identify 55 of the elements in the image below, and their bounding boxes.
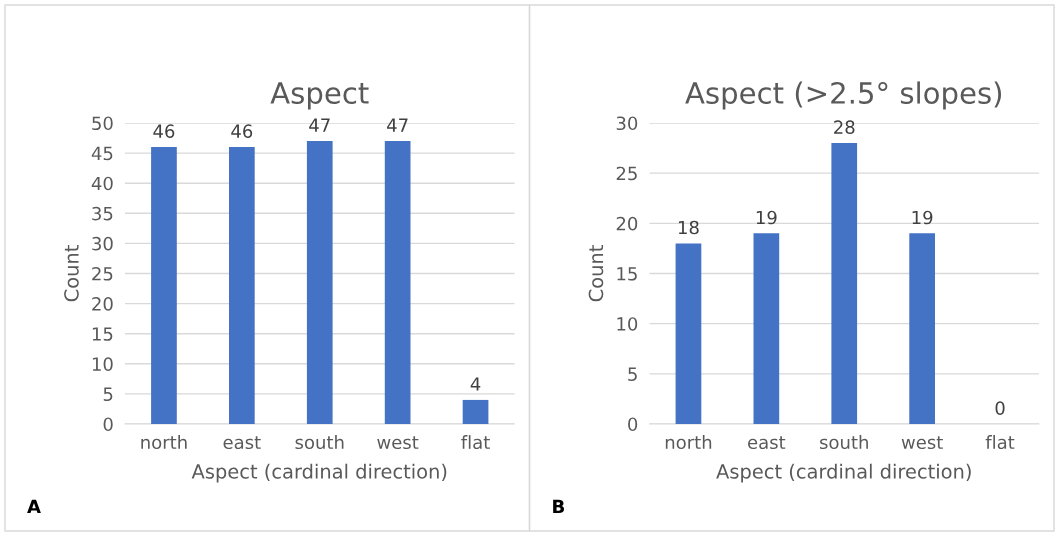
y-tick-label: 10	[92, 357, 113, 371]
y-tick-label: 15	[92, 327, 113, 341]
x-tick-label: flat	[985, 435, 1015, 450]
data-label: 28	[834, 120, 855, 135]
data-label: 4	[470, 377, 481, 391]
y-tick-label: 10	[617, 317, 638, 331]
y-tick-label: 45	[91, 146, 113, 161]
x-tick-label: south	[820, 435, 868, 450]
x-tick-label: north	[665, 435, 712, 450]
bar	[151, 147, 177, 424]
y-tick-label: 25	[616, 166, 637, 181]
y-tick-label: 0	[628, 417, 638, 432]
x-tick-label: north	[141, 435, 187, 450]
bar	[384, 141, 411, 424]
text: B	[553, 499, 564, 513]
data-label: 47	[309, 118, 330, 132]
bar	[306, 141, 333, 424]
text: A	[27, 499, 41, 513]
x-tick-label: east	[748, 436, 786, 450]
x-tick-label: south	[295, 435, 344, 450]
data-label: 18	[678, 220, 699, 235]
data-label: 46	[153, 124, 175, 139]
y-tick-label: 0	[103, 417, 113, 432]
y-tick-label: 5	[103, 387, 113, 402]
y-tick-label: 35	[92, 206, 113, 221]
data-label: 47	[387, 118, 408, 132]
data-label: 19	[912, 210, 933, 225]
y-tick-label: 20	[616, 216, 638, 231]
data-label: 46	[231, 124, 253, 139]
x-axis-title: Aspect (cardinal direction)	[716, 463, 971, 483]
bar	[831, 143, 858, 424]
x-tick-label: east	[223, 436, 261, 450]
y-tick-label: 20	[92, 297, 113, 311]
bar	[229, 147, 255, 424]
x-tick-label: west	[377, 436, 419, 450]
y-axis-title: Count	[588, 245, 604, 302]
x-axis-title: Aspect (cardinal direction)	[191, 463, 447, 483]
chart-title: Aspect (>2.5° slopes)	[685, 81, 1002, 110]
y-axis-title: Count	[64, 245, 79, 302]
y-tick-label: 15	[617, 267, 637, 281]
bar	[753, 233, 780, 424]
y-tick-label: 30	[616, 116, 638, 131]
y-tick-label: 40	[91, 176, 113, 191]
x-tick-label: west	[901, 436, 943, 450]
bar	[675, 243, 702, 424]
bar	[909, 233, 935, 424]
data-label: 19	[756, 210, 777, 225]
y-tick-label: 50	[92, 116, 113, 131]
x-tick-label: flat	[461, 435, 490, 450]
data-label: 0	[995, 401, 1005, 415]
y-tick-label: 25	[92, 266, 113, 281]
y-tick-label: 5	[628, 367, 637, 381]
bar	[462, 399, 489, 424]
chart-title: Aspect	[270, 82, 369, 110]
y-tick-label: 30	[92, 236, 113, 251]
